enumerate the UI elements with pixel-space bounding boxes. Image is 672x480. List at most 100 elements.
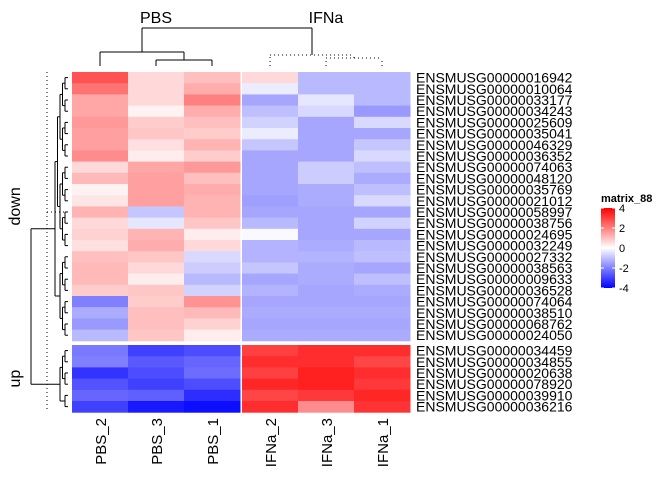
heatmap-cell <box>128 217 185 230</box>
heatmap-cell <box>184 389 241 402</box>
heatmap-cell <box>72 378 129 391</box>
legend-tick-label: -4 <box>619 283 629 295</box>
heatmap-cell <box>242 378 299 391</box>
heatmap-cell <box>298 94 355 107</box>
heatmap-cell <box>72 161 129 174</box>
heatmap-cell <box>298 307 355 319</box>
row-label: ENSMUSG00000025609 <box>416 114 573 130</box>
heatmap-cell <box>72 389 129 402</box>
heatmap-cell <box>128 240 185 252</box>
heatmap-cell <box>242 161 299 174</box>
heatmap-cell <box>298 184 355 196</box>
row-label: ENSMUSG00000038563 <box>416 260 573 276</box>
heatmap-cell <box>128 83 185 95</box>
row-dendrogram <box>30 72 68 412</box>
heatmap-cell <box>354 296 411 308</box>
row-label: ENSMUSG00000027332 <box>416 249 573 265</box>
heatmap-cell <box>184 139 241 151</box>
heatmap-cell <box>354 206 411 219</box>
heatmap-cell <box>242 251 299 263</box>
heatmap-cell <box>184 116 241 129</box>
heatmap-cell <box>72 367 129 380</box>
heatmap-cell <box>128 94 185 107</box>
heatmap-cell <box>184 329 241 342</box>
row-label: ENSMUSG00000034459 <box>416 343 573 359</box>
heatmap-cell <box>298 150 355 163</box>
legend-tick-label: 4 <box>619 203 625 215</box>
heatmap-cell <box>354 94 411 107</box>
heatmap-cell <box>72 206 129 219</box>
heatmap-cell <box>354 83 411 95</box>
row-label: ENSMUSG00000038510 <box>416 305 573 321</box>
legend-ticks: 4 2 0 -2 -4 <box>601 203 629 295</box>
heatmap-cell <box>298 273 355 286</box>
heatmap-cell <box>242 356 299 368</box>
heatmap-cell <box>72 172 129 185</box>
heatmap-cell <box>72 94 129 107</box>
heatmap-cell <box>184 378 241 391</box>
heatmap-cell <box>242 217 299 230</box>
row-label: ENSMUSG00000048120 <box>416 170 573 186</box>
heatmap-cell <box>184 401 241 413</box>
heatmap-cell <box>354 389 411 402</box>
heatmap-cell <box>298 356 355 368</box>
heatmap-cell <box>184 184 241 196</box>
heatmap-cell <box>72 217 129 230</box>
row-label: ENSMUSG00000058997 <box>416 204 573 220</box>
heatmap-cell <box>184 356 241 368</box>
heatmap-cell <box>298 389 355 402</box>
heatmap-cell <box>184 83 241 95</box>
column-label: IFNa_3 <box>319 418 336 467</box>
heatmap-cell <box>354 228 411 241</box>
row-label: ENSMUSG00000035769 <box>416 182 573 198</box>
heatmap-cell <box>354 161 411 174</box>
heatmap-cell <box>242 262 299 275</box>
heatmap-cell <box>72 251 129 263</box>
heatmap-cell <box>354 150 411 163</box>
heatmap-cell <box>184 228 241 241</box>
heatmap-cell <box>184 172 241 185</box>
legend-title: matrix_88 <box>601 193 652 205</box>
heatmap-cell <box>298 72 355 84</box>
heatmap-cell <box>184 367 241 380</box>
heatmap-cell <box>184 307 241 319</box>
column-label: PBS_1 <box>205 418 222 465</box>
row-label: ENSMUSG00000074063 <box>416 159 573 175</box>
heatmap-cell <box>128 284 185 297</box>
row-label: ENSMUSG00000032249 <box>416 238 573 254</box>
heatmap-cell <box>128 401 185 413</box>
heatmap-cell <box>242 273 299 286</box>
heatmap-cell <box>72 128 129 140</box>
column-labels: PBS_2 PBS_3 PBS_1 IFNa_2 IFNa_3 IFNa_1 <box>93 418 392 467</box>
heatmap-cell <box>298 240 355 252</box>
heatmap-cell <box>72 139 129 151</box>
row-label: ENSMUSG00000036528 <box>416 282 573 298</box>
heatmap-cell <box>298 217 355 230</box>
heatmap-cell <box>242 184 299 196</box>
heatmap-cell <box>184 345 241 357</box>
heatmap-cell <box>184 262 241 275</box>
heatmap-cell <box>354 367 411 380</box>
row-label: ENSMUSG00000068762 <box>416 316 573 332</box>
row-label: ENSMUSG00000036352 <box>416 148 573 164</box>
heatmap-cell <box>298 172 355 185</box>
row-labels: ENSMUSG00000016942ENSMUSG00000010064ENSM… <box>416 70 573 415</box>
heatmap-cell <box>128 273 185 286</box>
heatmap-cell <box>128 262 185 275</box>
heatmap-cell <box>354 401 411 413</box>
heatmap-cell <box>298 262 355 275</box>
heatmap-cell <box>354 378 411 391</box>
row-label: ENSMUSG00000078920 <box>416 376 573 392</box>
legend-tick-label: 2 <box>619 223 625 235</box>
heatmap-cell <box>184 195 241 207</box>
heatmap-cell <box>354 172 411 185</box>
heatmap-cell <box>298 329 355 342</box>
heatmap-cell <box>72 262 129 275</box>
heatmap-cell <box>354 217 411 230</box>
heatmap-cell <box>298 161 355 174</box>
heatmap-cell <box>242 172 299 185</box>
heatmap-cell <box>242 307 299 319</box>
heatmap-cell <box>184 206 241 219</box>
heatmap-cell <box>72 329 129 342</box>
